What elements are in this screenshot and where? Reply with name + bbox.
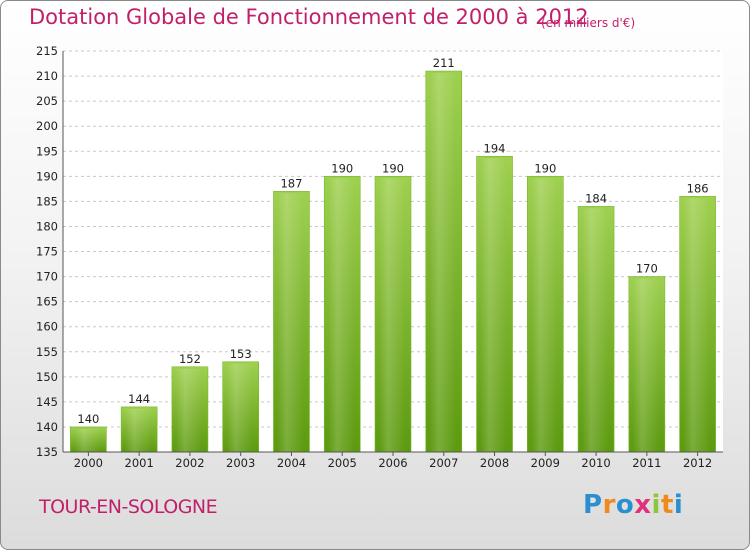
bar-shine [379, 178, 405, 452]
bar-shine [328, 178, 355, 452]
logo-letter: x [634, 490, 652, 520]
x-tick-label: 2010 [581, 456, 610, 470]
bar-shine [175, 368, 202, 452]
data-label: 187 [280, 176, 302, 190]
x-tick-label: 2007 [429, 456, 458, 470]
bar-shine [683, 198, 710, 452]
y-tick-label: 190 [36, 169, 58, 183]
y-tick-label: 155 [36, 345, 58, 359]
x-tick-label: 2012 [683, 456, 712, 470]
data-label: 190 [331, 161, 353, 175]
data-label: 190 [534, 161, 556, 175]
bar-shine [531, 178, 558, 452]
data-label: 170 [636, 262, 658, 276]
logo-letter: i [673, 490, 684, 520]
chart-title: Dotation Globale de Fonctionnement de 20… [29, 5, 589, 29]
x-tick-label: 2008 [480, 456, 509, 470]
x-tick-label: 2005 [328, 456, 357, 470]
x-tick-label: 2011 [632, 456, 661, 470]
logo-letter: o [615, 490, 635, 520]
y-tick-label: 180 [36, 219, 58, 233]
logo-letter: i [651, 490, 661, 520]
bar-shine [480, 158, 507, 452]
x-tick-label: 2004 [277, 456, 306, 470]
y-tick-label: 140 [36, 420, 58, 434]
x-tick-label: 2000 [74, 456, 103, 470]
y-tick-label: 160 [36, 320, 58, 334]
logo-letter: r [602, 490, 616, 520]
x-tick-label: 2001 [125, 456, 154, 470]
y-tick-label: 200 [36, 119, 58, 133]
x-tick-label: 2003 [226, 456, 255, 470]
y-tick-label: 210 [36, 69, 58, 83]
data-label: 140 [77, 412, 99, 426]
data-label: 190 [382, 161, 404, 175]
y-tick-label: 165 [36, 295, 58, 309]
y-tick-label: 135 [36, 445, 58, 459]
x-tick-label: 2002 [175, 456, 204, 470]
chart-subtitle: (en milliers d'€) [541, 16, 636, 30]
bar-shine [632, 278, 659, 452]
x-tick-label: 2006 [378, 456, 407, 470]
y-tick-label: 215 [36, 44, 58, 58]
y-tick-label: 145 [36, 395, 58, 409]
y-tick-label: 150 [36, 370, 58, 384]
logo-letter: t [660, 490, 674, 520]
y-tick-label: 205 [36, 94, 58, 108]
bar-shine [74, 428, 101, 452]
bar-shine [429, 73, 456, 453]
y-tick-label: 170 [36, 270, 58, 284]
data-label: 194 [484, 141, 506, 155]
data-label: 144 [128, 392, 150, 406]
data-label: 153 [230, 347, 252, 361]
x-tick-label: 2009 [531, 456, 560, 470]
bar-shine [226, 363, 253, 452]
commune-name: TOUR-EN-SOLOGNE [39, 496, 218, 518]
data-label: 211 [433, 56, 455, 70]
bar-shine [125, 408, 152, 452]
y-tick-label: 185 [36, 194, 58, 208]
data-label: 152 [179, 352, 201, 366]
data-label: 184 [585, 191, 607, 205]
bar-shine [582, 208, 609, 452]
y-tick-label: 175 [36, 245, 58, 259]
data-label: 186 [687, 181, 709, 195]
bar-shine [277, 193, 304, 452]
proxiti-logo[interactable]: Proxiti [583, 490, 683, 520]
y-tick-label: 195 [36, 144, 58, 158]
logo-letter: P [583, 490, 603, 520]
